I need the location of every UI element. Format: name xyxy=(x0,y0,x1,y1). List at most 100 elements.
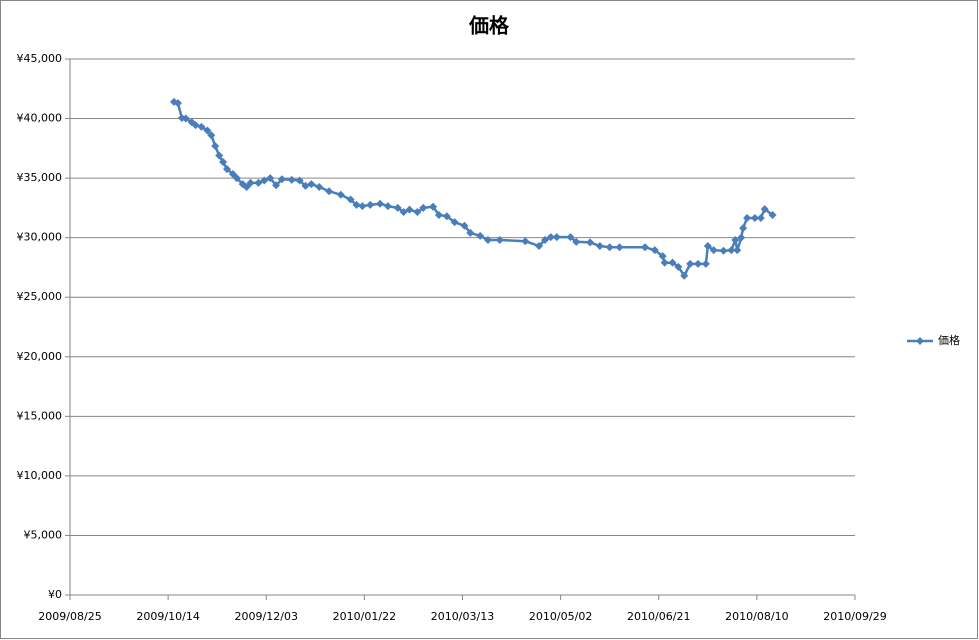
marker xyxy=(743,214,752,223)
chart-title: 価格 xyxy=(468,14,510,38)
marker xyxy=(277,175,286,184)
y-tick-label: ¥5,000 xyxy=(24,528,63,541)
x-tick-label: 2010/03/13 xyxy=(431,610,494,623)
marker xyxy=(405,205,414,214)
marker xyxy=(694,259,702,268)
marker xyxy=(211,141,220,150)
y-tick-label: ¥35,000 xyxy=(17,171,63,184)
marker xyxy=(605,243,614,252)
marker xyxy=(495,236,504,245)
marker xyxy=(223,165,231,174)
marker xyxy=(315,183,324,192)
marker xyxy=(419,203,428,212)
marker xyxy=(535,242,544,251)
marker xyxy=(521,237,530,246)
marker xyxy=(260,176,269,185)
marker xyxy=(586,238,595,247)
y-tick-label: ¥0 xyxy=(48,588,62,601)
marker xyxy=(731,236,740,245)
marker xyxy=(346,195,355,204)
marker xyxy=(650,246,659,255)
marker xyxy=(215,151,224,160)
x-tick-label: 2010/05/02 xyxy=(529,610,592,623)
y-tick-label: ¥30,000 xyxy=(17,231,63,244)
marker xyxy=(709,246,718,255)
marker xyxy=(325,187,334,196)
marker xyxy=(703,242,712,251)
y-tick-label: ¥15,000 xyxy=(17,409,63,422)
marker xyxy=(228,169,237,178)
marker xyxy=(181,114,190,123)
marker xyxy=(266,174,275,183)
marker xyxy=(352,200,361,209)
legend-label: 価格 xyxy=(938,333,960,347)
marker xyxy=(595,242,604,251)
x-tick-label: 2010/01/22 xyxy=(333,610,396,623)
marker xyxy=(246,178,255,187)
marker xyxy=(739,224,748,233)
marker xyxy=(660,258,669,267)
x-tick-label: 2010/08/10 xyxy=(725,610,788,623)
marker xyxy=(358,202,367,211)
marker xyxy=(460,221,469,230)
marker xyxy=(476,231,485,240)
x-tick-label: 2010/06/21 xyxy=(627,610,690,623)
x-tick-label: 2009/12/03 xyxy=(235,610,298,623)
marker xyxy=(674,262,683,271)
marker xyxy=(219,158,228,167)
x-tick-label: 2009/10/14 xyxy=(136,610,199,623)
marker xyxy=(760,205,769,214)
marker xyxy=(232,174,241,183)
marker xyxy=(413,208,422,217)
marker xyxy=(686,259,695,268)
marker xyxy=(737,233,746,242)
marker xyxy=(376,199,385,208)
marker xyxy=(336,190,345,199)
legend-marker xyxy=(916,337,924,345)
marker xyxy=(756,214,765,223)
y-tick-label: ¥20,000 xyxy=(17,350,63,363)
marker xyxy=(442,212,451,221)
marker xyxy=(750,214,759,223)
marker xyxy=(566,233,575,242)
marker xyxy=(191,121,200,130)
marker xyxy=(680,271,689,280)
marker xyxy=(572,237,581,246)
marker xyxy=(615,243,624,252)
marker xyxy=(484,236,493,245)
marker xyxy=(668,258,677,267)
marker xyxy=(434,211,443,220)
marker xyxy=(207,131,216,140)
marker xyxy=(552,233,561,242)
marker xyxy=(383,202,392,211)
marker xyxy=(768,211,777,220)
marker xyxy=(727,246,736,255)
marker xyxy=(719,246,728,255)
y-tick-label: ¥45,000 xyxy=(17,52,63,65)
marker xyxy=(272,181,281,190)
marker xyxy=(546,233,555,242)
marker xyxy=(540,236,549,245)
y-tick-label: ¥25,000 xyxy=(17,290,63,303)
marker xyxy=(393,203,402,212)
marker xyxy=(733,246,742,255)
y-tick-label: ¥40,000 xyxy=(17,112,63,125)
marker xyxy=(466,228,475,237)
marker xyxy=(641,243,650,252)
marker xyxy=(197,122,206,131)
marker xyxy=(429,202,438,211)
marker xyxy=(658,252,667,261)
y-tick-label: ¥10,000 xyxy=(17,469,63,482)
marker xyxy=(173,99,182,108)
marker xyxy=(701,259,710,268)
marker xyxy=(203,126,212,135)
marker xyxy=(399,208,408,217)
marker xyxy=(301,181,310,190)
x-tick-label: 2009/08/25 xyxy=(38,610,101,623)
marker xyxy=(366,200,375,209)
marker xyxy=(254,178,263,187)
x-tick-label: 2010/09/29 xyxy=(823,610,886,623)
marker xyxy=(295,176,304,185)
